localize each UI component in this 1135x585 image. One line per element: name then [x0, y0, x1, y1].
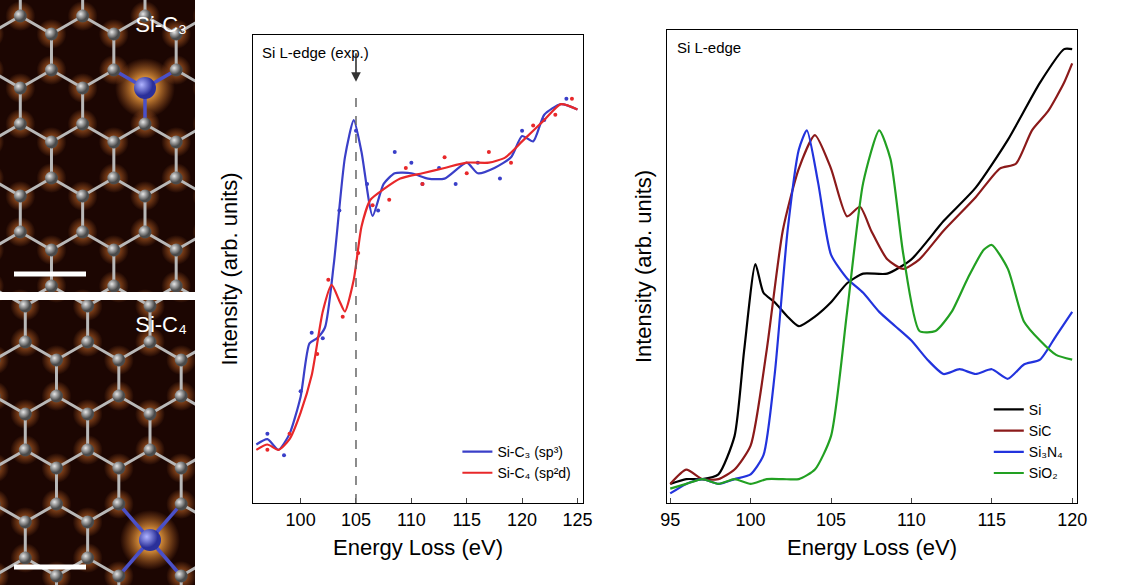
- svg-text:Si L-edge: Si L-edge: [677, 39, 741, 56]
- svg-text:Intensity (arb. units): Intensity (arb. units): [631, 170, 656, 363]
- svg-text:Si-C₄: Si-C₄: [135, 312, 187, 337]
- svg-text:Si-C₄ (sp²d): Si-C₄ (sp²d): [497, 465, 570, 481]
- svg-text:100: 100: [736, 510, 766, 530]
- svg-text:110: 110: [397, 510, 426, 530]
- svg-text:95: 95: [660, 510, 680, 530]
- svg-text:105: 105: [341, 510, 371, 530]
- svg-text:105: 105: [816, 510, 846, 530]
- svg-text:Si₃N₄: Si₃N₄: [1029, 444, 1063, 460]
- svg-text:SiO₂: SiO₂: [1029, 465, 1058, 481]
- svg-text:Si L-edge (exp.): Si L-edge (exp.): [262, 44, 369, 61]
- svg-text:Si-C₃ (sp³): Si-C₃ (sp³): [497, 444, 563, 460]
- svg-text:115: 115: [452, 510, 481, 530]
- svg-text:Energy Loss (eV): Energy Loss (eV): [787, 535, 957, 560]
- svg-text:SiC: SiC: [1029, 423, 1052, 439]
- svg-text:110: 110: [897, 510, 926, 530]
- svg-text:100: 100: [286, 510, 316, 530]
- svg-text:Intensity (arb. units): Intensity (arb. units): [217, 172, 242, 365]
- svg-text:Energy Loss (eV): Energy Loss (eV): [333, 535, 503, 560]
- svg-text:125: 125: [562, 510, 592, 530]
- svg-text:120: 120: [507, 510, 537, 530]
- svg-text:Si-C₃: Si-C₃: [135, 12, 187, 37]
- svg-text:120: 120: [1057, 510, 1087, 530]
- svg-text:115: 115: [977, 510, 1006, 530]
- svg-text:Si: Si: [1029, 402, 1041, 418]
